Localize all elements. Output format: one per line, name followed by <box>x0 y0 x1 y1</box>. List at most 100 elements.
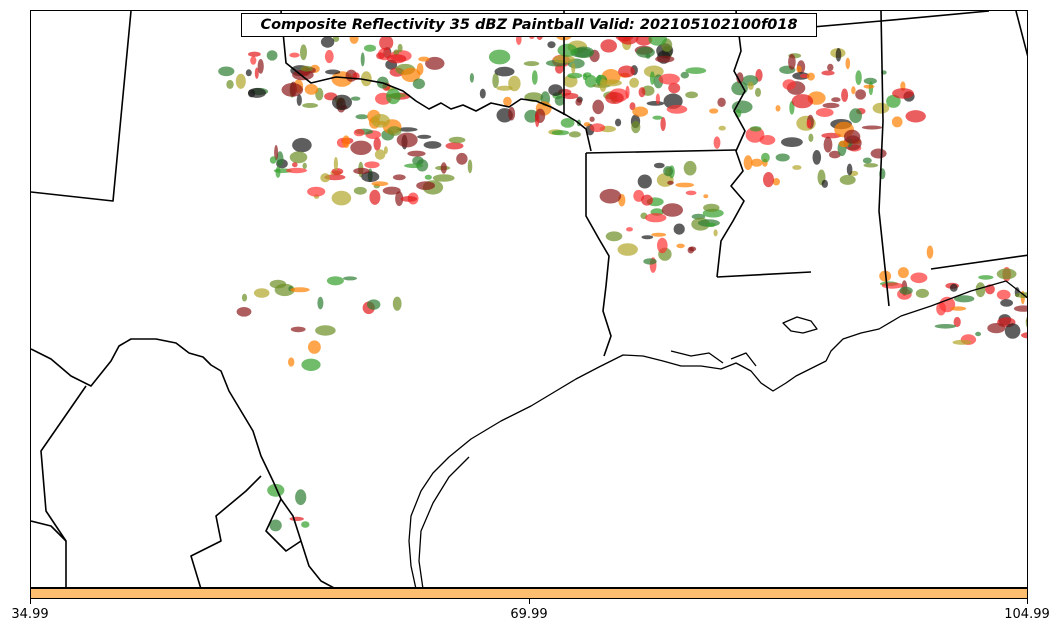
storm-cell <box>652 115 663 120</box>
storm-cell <box>281 83 304 97</box>
mex-state-3 <box>190 475 262 587</box>
storm-cell <box>245 69 252 77</box>
storm-cell <box>772 178 780 186</box>
storm-cell <box>253 288 270 298</box>
storm-cell <box>562 92 579 100</box>
storm-cell <box>666 104 688 114</box>
storm-cell <box>822 102 840 109</box>
colorbar-label-mid: 69.99 <box>510 607 548 622</box>
storm-cell <box>302 103 318 108</box>
storm-cell <box>915 288 930 298</box>
storm-cell <box>535 112 540 127</box>
storm-cell <box>467 159 473 174</box>
storm-cell <box>649 71 655 85</box>
storm-cell <box>424 174 432 180</box>
storm-cell <box>806 119 812 129</box>
storm-cell <box>418 56 430 62</box>
storm-cell <box>996 268 1017 280</box>
storm-cell <box>653 162 665 169</box>
storm-cell <box>382 186 401 195</box>
storm-cell <box>685 190 697 196</box>
storm-cell <box>289 151 308 164</box>
storm-cell <box>742 75 759 86</box>
storm-cell <box>369 189 381 205</box>
storm-cell <box>1025 316 1027 328</box>
storm-cell <box>749 126 762 132</box>
storm-cell <box>629 77 639 88</box>
storm-cell <box>863 77 877 85</box>
storm-cell <box>763 172 774 188</box>
storm-cell <box>685 67 707 74</box>
storm-cell <box>479 88 486 99</box>
storm-cell <box>953 316 961 328</box>
storm-cell <box>440 162 447 174</box>
ar-la-border <box>585 149 737 154</box>
storm-cell <box>703 194 709 199</box>
storm-cell <box>257 59 264 74</box>
storm-cell <box>236 307 252 317</box>
storm-cell <box>709 108 719 114</box>
storm-cell <box>332 94 352 111</box>
storm-cell <box>575 98 582 106</box>
texas-barrier-island <box>418 456 470 587</box>
storm-cell <box>675 182 694 188</box>
storm-cell <box>326 276 344 286</box>
storm-cell <box>547 41 556 49</box>
storm-cell <box>706 222 716 227</box>
storm-cell <box>508 106 516 121</box>
storm-cell <box>269 156 277 164</box>
storm-cell <box>663 166 674 177</box>
storm-cell <box>324 49 334 64</box>
storm-cell <box>788 54 796 70</box>
storm-cell <box>295 489 307 506</box>
storm-cell <box>383 146 388 155</box>
storm-cell <box>892 88 914 99</box>
nm-tx-border <box>31 11 132 202</box>
storm-cell <box>387 126 402 136</box>
storm-cell <box>551 130 570 136</box>
storm-cell <box>676 243 685 249</box>
storm-cell <box>629 102 636 111</box>
storm-cell <box>275 166 281 178</box>
storm-cell <box>248 89 256 98</box>
storm-cell <box>571 62 576 74</box>
storm-cell <box>910 272 928 284</box>
lake-pontchartrain <box>782 316 818 334</box>
storm-cell <box>806 72 815 81</box>
storm-cell <box>397 43 403 53</box>
storm-cell <box>290 326 306 333</box>
storm-cell <box>851 86 856 95</box>
storm-cell <box>808 133 814 142</box>
storm-cell <box>1014 292 1027 299</box>
storm-cell <box>685 91 698 99</box>
storm-cell <box>364 161 380 169</box>
storm-cell <box>987 323 1006 334</box>
storm-cell <box>632 106 649 117</box>
storm-cell <box>567 72 583 79</box>
storm-cell <box>407 150 426 157</box>
storm-cell <box>503 96 512 107</box>
storm-cell <box>355 114 369 120</box>
storm-cell <box>423 141 442 149</box>
storm-cell <box>560 118 575 128</box>
storm-cell <box>416 181 435 191</box>
storm-cell <box>718 125 726 131</box>
storm-cell <box>582 73 588 81</box>
storm-cell <box>658 73 680 85</box>
storm-cell <box>367 299 381 310</box>
colorbar-label-max: 104.99 <box>1004 607 1050 622</box>
colorbar-tick-max <box>1027 599 1028 604</box>
storm-cell <box>288 357 295 367</box>
storm-cell <box>641 194 653 206</box>
storm-cell <box>683 160 697 176</box>
ms-river <box>716 11 746 278</box>
mex-state-2 <box>31 520 67 542</box>
storm-cell <box>605 92 624 104</box>
storm-cell <box>1013 305 1027 312</box>
storm-cell <box>855 70 862 85</box>
storm-cell <box>301 521 310 528</box>
storm-cell <box>235 73 246 89</box>
storm-cell <box>839 174 856 185</box>
storm-cell <box>315 325 336 336</box>
map-area[interactable] <box>30 10 1028 588</box>
